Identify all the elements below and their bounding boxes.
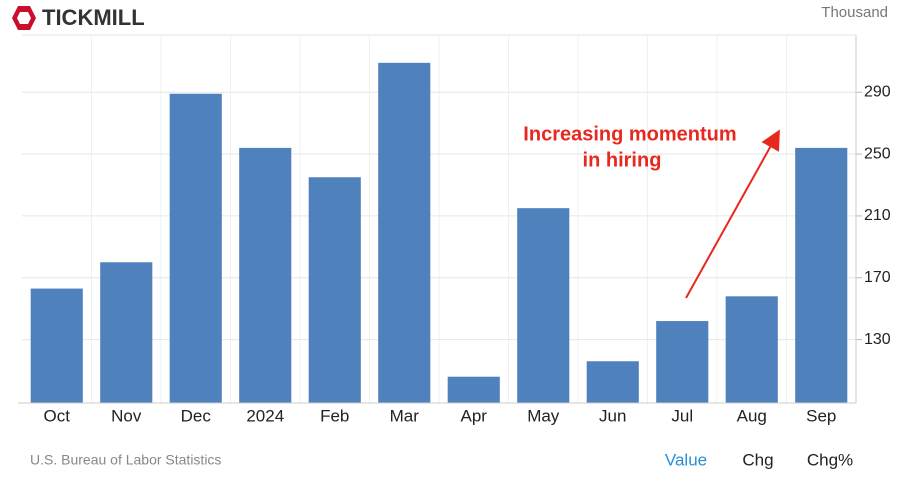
x-tick-label: 2024 — [246, 406, 284, 425]
x-tick-label: Nov — [111, 406, 142, 425]
bar — [169, 93, 222, 404]
bar — [378, 62, 431, 403]
x-tick-label: Apr — [461, 406, 488, 425]
bar — [100, 262, 153, 403]
x-tick-label: Jun — [599, 406, 626, 425]
bar — [517, 208, 570, 403]
y-tick-label: 130 — [864, 331, 891, 348]
x-tick-label: May — [527, 406, 560, 425]
source: U.S. Bureau of Labor Statistics — [30, 452, 221, 468]
bar — [239, 147, 292, 403]
y-tick-label: 290 — [864, 83, 891, 100]
x-tick-label: Sep — [806, 406, 836, 425]
x-tick-label: Feb — [320, 406, 349, 425]
bar — [725, 296, 778, 403]
unit-label: Thousand — [821, 4, 888, 21]
x-tick-label: Mar — [390, 406, 420, 425]
y-tick-label: 210 — [864, 207, 891, 224]
y-tick-label: 170 — [864, 269, 891, 286]
x-tick-label: Oct — [44, 406, 71, 425]
bar — [795, 147, 848, 403]
logo-icon-inner — [17, 12, 31, 24]
bar — [447, 376, 500, 403]
annotation: in hiring — [583, 149, 662, 171]
logo-text: TICKMILL — [42, 5, 145, 30]
button-chg-pct[interactable]: Chg% — [807, 450, 853, 469]
bar — [308, 177, 361, 403]
bar — [30, 288, 83, 403]
button-value[interactable]: Value — [665, 450, 707, 469]
x-tick-label: Dec — [181, 406, 212, 425]
plot-area: 130 170 210 250 290 Oct Nov Dec 2024 Feb Mar Apr May… — [18, 34, 891, 425]
y-tick-label: 250 — [864, 145, 891, 162]
x-tick-label: Jul — [671, 406, 693, 425]
annotation-arrow — [685, 129, 780, 299]
bar — [586, 361, 639, 403]
annotation: Increasing momentum — [523, 123, 736, 145]
logo: TICKMILL — [12, 5, 145, 30]
button-chg[interactable]: Chg — [742, 450, 773, 469]
bar — [656, 321, 709, 403]
x-tick-label: Aug — [737, 406, 767, 425]
